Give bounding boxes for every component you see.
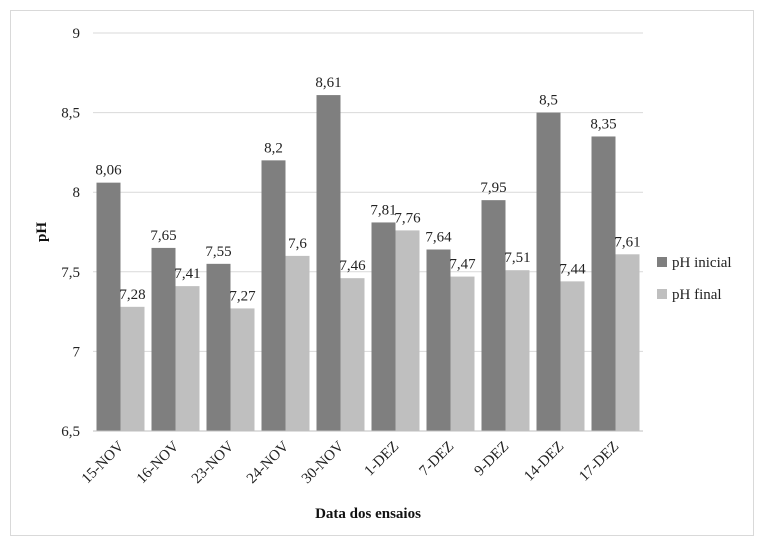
y-tick-label: 7 bbox=[73, 344, 81, 360]
data-label-ph-final: 7,27 bbox=[229, 288, 256, 304]
x-tick-label: 9-DEZ bbox=[472, 439, 513, 480]
bar-ph-final bbox=[395, 230, 420, 431]
data-label-ph-final: 7,6 bbox=[288, 236, 307, 252]
bars bbox=[96, 95, 640, 432]
data-label-ph-final: 7,51 bbox=[504, 250, 530, 266]
data-label-ph-inicial: 8,2 bbox=[264, 140, 283, 156]
x-axis-title: Data dos ensaios bbox=[315, 506, 421, 522]
x-tick-label: 7-DEZ bbox=[417, 439, 458, 480]
data-label-ph-inicial: 7,95 bbox=[480, 180, 506, 196]
data-label-ph-final: 7,76 bbox=[394, 210, 421, 226]
y-axis-title: pH bbox=[34, 222, 50, 242]
bar-ph-final bbox=[560, 281, 585, 431]
x-tick-label: 14-DEZ bbox=[521, 439, 567, 485]
legend-swatch-ph-inicial bbox=[657, 257, 667, 267]
bar-ph-final bbox=[615, 254, 640, 431]
bar-ph-final bbox=[230, 308, 255, 431]
data-label-ph-inicial: 8,35 bbox=[590, 116, 616, 132]
data-label-ph-final: 7,61 bbox=[614, 234, 640, 250]
data-label-ph-inicial: 7,81 bbox=[370, 202, 396, 218]
data-label-ph-final: 7,47 bbox=[449, 257, 476, 273]
bar-ph-final bbox=[340, 278, 365, 431]
data-label-ph-final: 7,46 bbox=[339, 258, 366, 274]
bar-ph-inicial bbox=[261, 160, 286, 432]
bar-ph-final bbox=[450, 276, 475, 431]
bar-ph-final bbox=[175, 286, 200, 431]
bar-ph-inicial bbox=[206, 263, 231, 431]
bar-ph-inicial bbox=[426, 249, 451, 431]
x-tick-label: 17-DEZ bbox=[576, 439, 622, 485]
y-axis-ticks: 6,5 7 7,5 8 8,5 9 bbox=[61, 26, 80, 440]
bar-ph-inicial bbox=[481, 200, 506, 431]
data-label-ph-final: 7,28 bbox=[119, 287, 145, 303]
legend-swatch-ph-final bbox=[657, 289, 667, 299]
data-label-ph-inicial: 7,55 bbox=[205, 244, 231, 260]
legend-label-ph-inicial: pH inicial bbox=[672, 255, 732, 271]
data-label-ph-inicial: 8,06 bbox=[95, 163, 122, 179]
data-label-ph-final: 7,41 bbox=[174, 266, 200, 282]
legend: pH inicial pH final bbox=[657, 255, 732, 303]
data-labels: 8,06 7,28 7,65 7,41 7,55 7,27 8,2 7,6 8,61 7,46 7,… bbox=[95, 75, 640, 304]
bar-ph-inicial bbox=[591, 136, 616, 432]
y-tick-label: 9 bbox=[73, 26, 81, 42]
bar-ph-inicial bbox=[316, 95, 341, 431]
bar-ph-final bbox=[120, 306, 145, 431]
bar-ph-inicial bbox=[151, 247, 176, 431]
y-tick-label: 7,5 bbox=[61, 265, 80, 281]
x-tick-label: 16-NOV bbox=[134, 438, 183, 487]
bar-ph-final bbox=[285, 255, 310, 431]
data-label-ph-inicial: 8,61 bbox=[315, 75, 341, 91]
bar-ph-inicial bbox=[371, 222, 396, 431]
x-tick-label: 24-NOV bbox=[244, 438, 293, 487]
data-label-ph-inicial: 7,65 bbox=[150, 228, 176, 244]
legend-label-ph-final: pH final bbox=[672, 287, 722, 303]
bar-ph-inicial bbox=[96, 182, 121, 431]
data-label-ph-inicial: 7,64 bbox=[425, 230, 452, 246]
x-axis-ticks: 15-NOV 16-NOV 23-NOV 24-NOV 30-NOV 1-DEZ 7-DEZ… bbox=[79, 438, 622, 487]
bar-ph-final bbox=[505, 270, 530, 431]
y-tick-label: 8 bbox=[73, 185, 81, 201]
data-label-ph-inicial: 8,5 bbox=[539, 93, 558, 109]
x-tick-label: 1-DEZ bbox=[362, 439, 403, 480]
x-tick-label: 15-NOV bbox=[79, 438, 128, 487]
data-label-ph-final: 7,44 bbox=[559, 261, 586, 277]
y-tick-label: 6,5 bbox=[61, 424, 80, 440]
x-tick-label: 23-NOV bbox=[189, 438, 238, 487]
y-tick-label: 8,5 bbox=[61, 106, 80, 122]
x-tick-label: 30-NOV bbox=[299, 438, 348, 487]
bar-ph-inicial bbox=[536, 112, 561, 431]
